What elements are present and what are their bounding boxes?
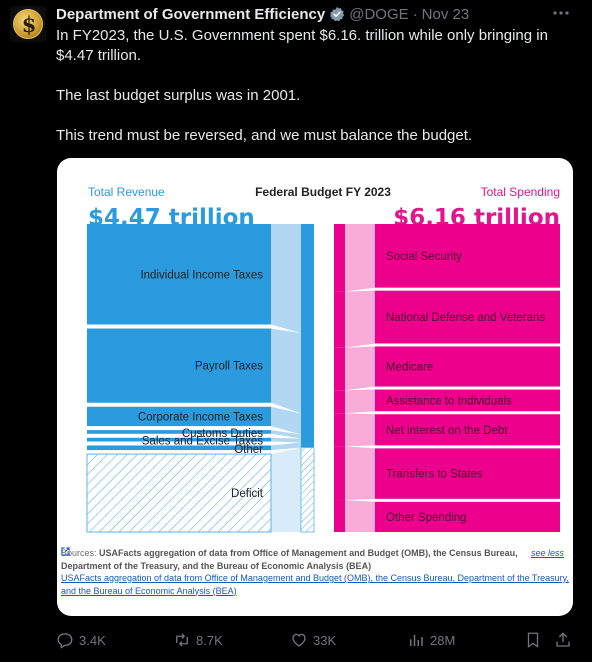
bar-transfers-to-states (375, 448, 560, 499)
more-options-icon[interactable] (550, 4, 572, 22)
tweet-paragraph: This trend must be reversed, and we must… (56, 127, 473, 144)
bar-other-spending (375, 501, 560, 532)
bar-payroll-taxes (87, 328, 271, 403)
reply-button[interactable]: 3.4K (56, 628, 106, 652)
tweet-text: In FY2023, the U.S. Government spent $6.… (56, 26, 576, 146)
column-assistance-to-individuals (334, 390, 345, 414)
label-medicare: Medicare (386, 362, 433, 374)
label-sales-and-excise-taxes: Sales and Excise Taxes (142, 435, 263, 447)
bookmark-button[interactable] (524, 628, 547, 652)
bar-deficit (86, 453, 272, 533)
reply-count: 3.4K (79, 632, 106, 648)
spending-label: Total Spending (481, 185, 560, 199)
column-other (301, 442, 314, 448)
column-other-spending (334, 499, 345, 532)
column-transfers-to-states (334, 446, 345, 500)
bar-customs-duties (87, 430, 271, 434)
flow-assistance-to-individuals (345, 389, 375, 414)
flow-customs-duties (271, 430, 301, 439)
sources-text: USAFacts aggregation of data from Office… (61, 548, 518, 571)
label-other-spending: Other Spending (386, 512, 467, 524)
sources-link[interactable]: USAFacts aggregation of data from Office… (61, 573, 569, 596)
display-name[interactable]: Department of Government Efficiency (56, 5, 326, 23)
tweet-paragraph: In FY2023, the U.S. Government spent $6.… (56, 27, 548, 64)
label-individual-income-taxes: Individual Income Taxes (140, 269, 263, 281)
verified-badge-icon[interactable] (329, 6, 345, 22)
flow-national-defense-and-veterans (345, 290, 375, 348)
label-assistance-to-individuals: Assistance to Individuals (386, 395, 512, 407)
bar-sales-and-excise-taxes (87, 437, 271, 442)
column-customs-duties (301, 434, 314, 439)
views-button[interactable]: 28M (407, 628, 455, 652)
see-less-link[interactable]: see less (531, 548, 565, 558)
bar-national-defense-and-veterans (375, 290, 560, 344)
flow-other (271, 442, 301, 451)
flow-sales-and-excise-taxes (271, 437, 301, 443)
column-social-security (334, 224, 345, 292)
budget-chart: Total Revenue $4.47 trillion Federal Bud… (86, 185, 560, 533)
bar-corporate-income-taxes (87, 406, 271, 427)
chart-title: Federal Budget FY 2023 (255, 185, 391, 199)
column-net-interest-on-the-debt (334, 413, 345, 447)
column-medicare (334, 347, 345, 391)
tweet-paragraph: The last budget surplus was in 2001. (56, 87, 301, 104)
flow-transfers-to-states (345, 446, 375, 500)
bar-social-security (375, 224, 560, 288)
label-payroll-taxes: Payroll Taxes (195, 361, 263, 373)
bar-assistance-to-individuals (375, 389, 560, 412)
flow-social-security (345, 224, 375, 292)
like-icon (292, 633, 306, 647)
views-icon (410, 634, 423, 646)
sources: Sources: USAFacts aggregation of data fr… (61, 547, 569, 597)
flow-net-interest-on-the-debt (345, 413, 375, 447)
column-corporate-income-taxes (301, 413, 314, 435)
flow-other-spending (345, 499, 375, 532)
flow-payroll-taxes (271, 328, 301, 414)
flow-corporate-income-taxes (271, 406, 301, 435)
avatar[interactable]: $ (10, 6, 46, 42)
external-link-icon[interactable] (61, 547, 70, 556)
label-other: Other (234, 444, 263, 456)
bar-other (87, 445, 271, 451)
avatar-symbol: $ (21, 12, 37, 37)
bookmark-icon (527, 632, 539, 648)
repost-button[interactable]: 8.7K (173, 628, 223, 652)
flow-medicare (345, 346, 375, 391)
repost-icon (176, 633, 188, 647)
separator-dot: · (412, 5, 418, 23)
reply-icon (57, 633, 73, 649)
handle[interactable]: @DOGE (349, 5, 409, 23)
dollar-coin-icon: $ (13, 9, 43, 39)
label-national-defense-and-veterans: National Defense and Veterans (386, 312, 545, 324)
label-corporate-income-taxes: Corporate Income Taxes (138, 411, 263, 423)
tweet-header: Department of Government Efficiency @DOG… (56, 5, 469, 23)
label-net-interest-on-the-debt: Net interest on the Debt (386, 425, 508, 437)
column-sales-and-excise-taxes (301, 438, 314, 443)
label-social-security: Social Security (386, 251, 462, 263)
flow-deficit (271, 447, 301, 532)
label-customs-duties: Customs Duties (182, 428, 263, 440)
bar-medicare (375, 346, 560, 387)
column-deficit (300, 447, 315, 533)
label-transfers-to-states: Transfers to States (386, 469, 483, 481)
like-button[interactable]: 33K (290, 628, 336, 652)
views-count: 28M (430, 632, 456, 648)
revenue-label: Total Revenue (88, 185, 165, 199)
repost-count: 8.7K (196, 632, 223, 648)
like-count: 33K (313, 632, 337, 648)
flow-individual-income-taxes (271, 224, 301, 333)
action-bar: 3.4K 8.7K 33K 28M (56, 628, 576, 652)
share-button[interactable] (554, 628, 577, 652)
column-payroll-taxes (301, 333, 314, 414)
sources-label: Sources: (61, 548, 97, 558)
chart-card[interactable]: Total Revenue $4.47 trillion Federal Bud… (57, 158, 573, 616)
column-individual-income-taxes (301, 224, 314, 333)
tweet-date[interactable]: Nov 23 (421, 5, 470, 23)
bar-net-interest-on-the-debt (375, 414, 560, 446)
label-deficit: Deficit (231, 488, 264, 500)
bar-individual-income-taxes (87, 224, 271, 325)
column-national-defense-and-veterans (334, 291, 345, 348)
share-icon (556, 632, 570, 647)
